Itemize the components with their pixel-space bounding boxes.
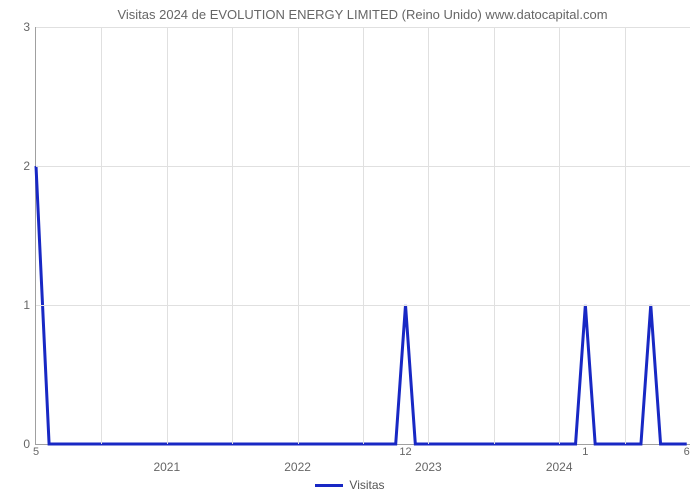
gridline-v bbox=[232, 27, 233, 444]
data-point-label: 5 bbox=[33, 446, 39, 458]
legend-swatch bbox=[315, 484, 343, 487]
legend-label: Visitas bbox=[349, 478, 384, 492]
gridline-v bbox=[428, 27, 429, 444]
y-tick-label: 3 bbox=[23, 20, 30, 34]
x-year-label: 2023 bbox=[415, 460, 442, 474]
gridline-v bbox=[363, 27, 364, 444]
gridline-v bbox=[494, 27, 495, 444]
chart-title: Visitas 2024 de EVOLUTION ENERGY LIMITED… bbox=[35, 5, 690, 26]
y-tick-label: 1 bbox=[23, 298, 30, 312]
gridline-v bbox=[298, 27, 299, 444]
data-point-label: 1 bbox=[582, 446, 588, 458]
data-point-label: 12 bbox=[399, 446, 411, 458]
gridline-v bbox=[625, 27, 626, 444]
data-point-label: 6 bbox=[684, 446, 690, 458]
y-tick-label: 2 bbox=[23, 159, 30, 173]
gridline-v bbox=[559, 27, 560, 444]
y-tick-label: 0 bbox=[23, 437, 30, 451]
legend: Visitas bbox=[0, 478, 700, 492]
chart-container: Visitas 2024 de EVOLUTION ENERGY LIMITED… bbox=[35, 5, 690, 445]
x-year-label: 2021 bbox=[153, 460, 180, 474]
plot-area: 0123202120222023202451216 bbox=[35, 27, 690, 445]
gridline-v bbox=[167, 27, 168, 444]
gridline-v bbox=[101, 27, 102, 444]
x-year-label: 2024 bbox=[546, 460, 573, 474]
x-year-label: 2022 bbox=[284, 460, 311, 474]
